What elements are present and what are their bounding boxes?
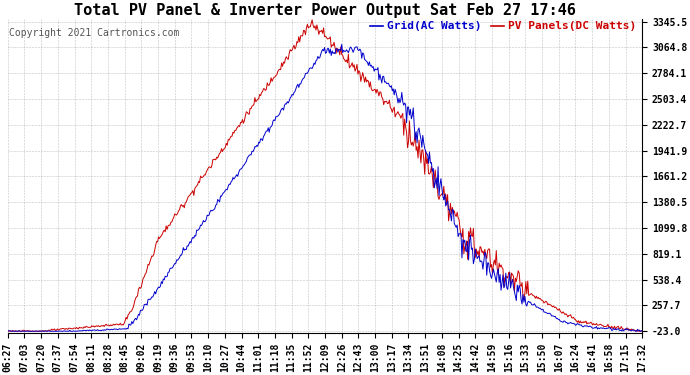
Text: Copyright 2021 Cartronics.com: Copyright 2021 Cartronics.com — [9, 28, 179, 38]
Legend: Grid(AC Watts), PV Panels(DC Watts): Grid(AC Watts), PV Panels(DC Watts) — [370, 21, 637, 32]
Title: Total PV Panel & Inverter Power Output Sat Feb 27 17:46: Total PV Panel & Inverter Power Output S… — [74, 3, 576, 18]
